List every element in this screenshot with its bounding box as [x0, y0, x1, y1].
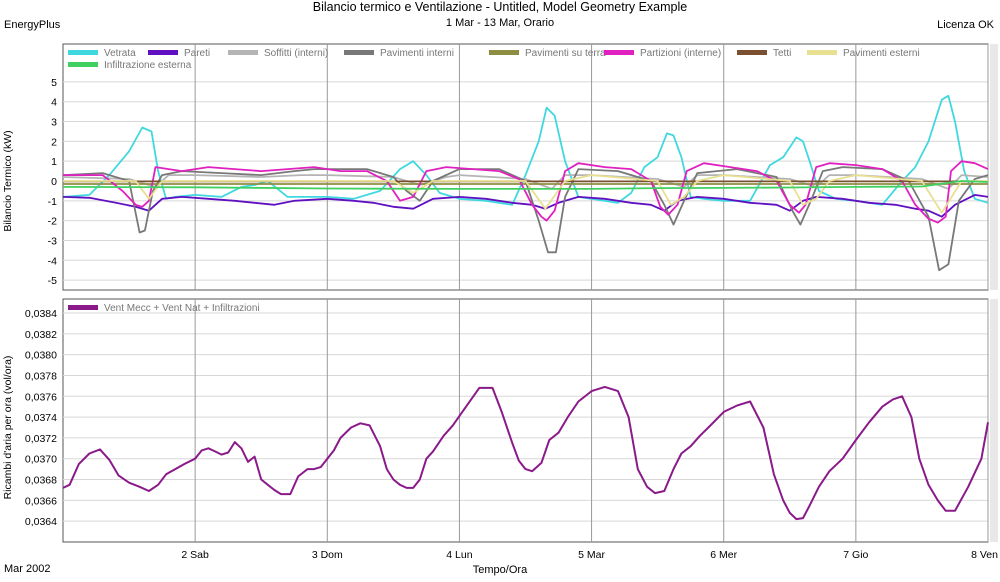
series-line-5 [63, 160, 989, 224]
chart-subtitle: 1 Mar - 13 Mar, Orario [445, 17, 555, 29]
y-tick-label: 0,0378 [25, 370, 57, 382]
y-tick-label: 1 [51, 156, 57, 168]
series-line-8 [62, 180, 989, 190]
y-tick-label: -4 [48, 255, 57, 267]
x-tick-label: 4 Lun [446, 549, 472, 561]
x-axis-title: Tempo/Ora [472, 564, 528, 576]
year-label: Mar 2002 [4, 563, 51, 575]
y-tick-label: 4 [51, 97, 57, 109]
plot-area-2 [62, 298, 989, 543]
legend-entry: Tetti [773, 48, 791, 59]
chart-title: Bilancio termico e Ventilazione - Untitl… [312, 0, 688, 14]
legend-swatch [68, 50, 98, 55]
series-line-0 [62, 385, 989, 521]
x-tick-label: 7 Gio [843, 549, 868, 561]
y-tick-label: 0,0382 [25, 329, 57, 341]
license-status: Licenza OK [937, 19, 994, 31]
y-tick-label: -3 [48, 235, 57, 247]
series-line-3 [62, 166, 989, 272]
y-tick-label: 0,0384 [25, 308, 57, 320]
y-tick-label: 0,0370 [25, 454, 57, 466]
y-tick-label: -1 [48, 196, 57, 208]
y-tick-label: 0,0366 [25, 495, 57, 507]
y-tick-label: 0,0364 [25, 516, 57, 528]
legend-entry: Pareti [184, 48, 210, 59]
legend-entry: Pavimenti interni [380, 48, 454, 59]
legend-swatch [737, 50, 767, 55]
legend-entry: Pavimenti su terra [525, 48, 606, 59]
x-tick-label: 8 Ven [971, 549, 998, 561]
legend-entry: Vent Mecc + Vent Nat + Infiltrazioni [104, 303, 260, 314]
y-tick-label: -5 [48, 275, 57, 287]
y-tick-label: 2 [51, 136, 57, 148]
x-tick-label: 2 Sab [181, 549, 209, 561]
y-tick-label: 0,0372 [25, 433, 57, 445]
series-line-1 [62, 193, 989, 218]
legend-entry: Partizioni (interne) [640, 48, 721, 59]
y-tick-label: 0,0380 [25, 350, 57, 362]
legend-entry: Infiltrazione esterna [104, 60, 192, 71]
y-axis-title: Bilancio Termico (kW) [2, 130, 14, 231]
x-tick-label: 3 Dom [312, 549, 343, 561]
y-tick-label: 0 [51, 176, 57, 188]
legend-entry: Vetrata [104, 48, 136, 59]
y-tick-label: 0,0376 [25, 391, 57, 403]
scroll-strip-bottom [990, 299, 998, 542]
legend-swatch [807, 50, 837, 55]
y-tick-label: 3 [51, 117, 57, 129]
scroll-strip-top [990, 44, 998, 290]
x-tick-label: 5 Mar [578, 549, 605, 561]
app-name: EnergyPlus [4, 19, 61, 31]
legend-swatch [489, 50, 519, 55]
series-line-7 [63, 174, 988, 214]
legend-swatch [148, 50, 178, 55]
legend-entry: Soffitti (interni) [264, 48, 328, 59]
legend-swatch [344, 50, 374, 55]
y-tick-label: 5 [51, 77, 57, 89]
y-axis-title: Ricambi d'aria per ora (vol/ora) [2, 356, 14, 500]
y-tick-label: 0,0374 [25, 412, 57, 424]
y-tick-label: -2 [48, 216, 57, 228]
legend-swatch [68, 305, 98, 310]
legend-entry: Pavimenti esterni [843, 48, 920, 59]
x-tick-label: 6 Mer [710, 549, 737, 561]
legend-swatch [604, 50, 634, 55]
legend-swatch [228, 50, 258, 55]
legend-swatch [68, 62, 98, 67]
y-tick-label: 0,0368 [25, 475, 57, 487]
